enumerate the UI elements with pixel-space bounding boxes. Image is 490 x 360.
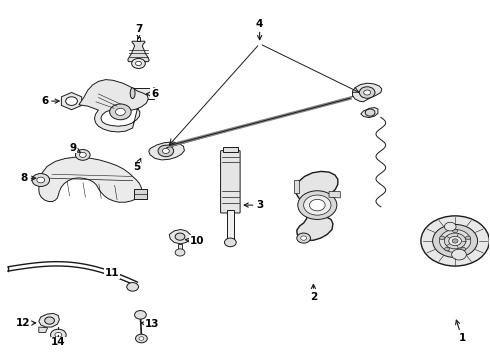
- Circle shape: [452, 249, 466, 260]
- Circle shape: [297, 233, 311, 243]
- Circle shape: [66, 97, 77, 105]
- Polygon shape: [134, 189, 147, 199]
- Text: 3: 3: [244, 200, 263, 210]
- Circle shape: [136, 334, 147, 343]
- Circle shape: [449, 236, 462, 246]
- Ellipse shape: [130, 88, 135, 99]
- Circle shape: [310, 199, 325, 211]
- Polygon shape: [133, 88, 154, 99]
- Circle shape: [444, 222, 456, 231]
- Circle shape: [224, 238, 236, 247]
- Polygon shape: [329, 192, 340, 198]
- Circle shape: [466, 236, 470, 240]
- Circle shape: [37, 177, 45, 183]
- Circle shape: [135, 311, 147, 319]
- Circle shape: [364, 90, 370, 95]
- Circle shape: [45, 317, 54, 324]
- Circle shape: [301, 236, 307, 240]
- Polygon shape: [223, 147, 238, 152]
- Text: 14: 14: [51, 336, 66, 347]
- Text: 9: 9: [70, 143, 80, 153]
- Circle shape: [444, 247, 449, 251]
- Circle shape: [440, 236, 444, 240]
- Circle shape: [110, 104, 131, 120]
- Polygon shape: [294, 180, 299, 193]
- Polygon shape: [61, 93, 82, 110]
- Circle shape: [127, 283, 139, 291]
- Text: 6: 6: [147, 89, 158, 99]
- Circle shape: [50, 329, 66, 341]
- Polygon shape: [39, 157, 142, 202]
- Polygon shape: [149, 142, 184, 160]
- Text: 11: 11: [105, 268, 120, 278]
- Polygon shape: [128, 41, 149, 62]
- Circle shape: [461, 247, 465, 251]
- FancyBboxPatch shape: [220, 150, 240, 213]
- Circle shape: [421, 216, 490, 266]
- Circle shape: [79, 152, 86, 157]
- Polygon shape: [39, 314, 59, 327]
- Circle shape: [304, 195, 331, 215]
- Circle shape: [359, 87, 375, 98]
- Circle shape: [444, 233, 466, 249]
- Text: 10: 10: [186, 236, 204, 246]
- Circle shape: [453, 229, 458, 233]
- Circle shape: [365, 109, 375, 116]
- Circle shape: [175, 233, 185, 240]
- Polygon shape: [79, 80, 148, 132]
- Text: 5: 5: [133, 158, 141, 172]
- Circle shape: [136, 61, 142, 66]
- Polygon shape: [352, 83, 382, 102]
- Text: 13: 13: [141, 319, 159, 329]
- Circle shape: [158, 145, 173, 157]
- Text: 7: 7: [135, 24, 142, 38]
- Ellipse shape: [152, 88, 157, 99]
- Text: 6: 6: [41, 96, 59, 106]
- Circle shape: [55, 332, 62, 337]
- Polygon shape: [39, 327, 48, 332]
- Circle shape: [132, 58, 146, 68]
- Circle shape: [116, 108, 125, 116]
- Circle shape: [75, 149, 90, 160]
- Polygon shape: [169, 229, 190, 244]
- Circle shape: [433, 225, 478, 257]
- Polygon shape: [361, 108, 378, 118]
- Polygon shape: [137, 37, 141, 41]
- Text: 2: 2: [310, 284, 317, 302]
- Polygon shape: [296, 171, 338, 240]
- Circle shape: [175, 249, 185, 256]
- Text: 1: 1: [456, 320, 466, 343]
- Circle shape: [440, 229, 471, 252]
- Circle shape: [162, 148, 169, 153]
- Text: 4: 4: [256, 19, 263, 40]
- Circle shape: [452, 239, 458, 243]
- Text: 12: 12: [15, 319, 36, 328]
- Polygon shape: [177, 244, 182, 251]
- Polygon shape: [227, 211, 234, 241]
- Circle shape: [32, 174, 49, 186]
- Circle shape: [139, 337, 144, 340]
- Text: 8: 8: [21, 173, 36, 183]
- Circle shape: [298, 191, 337, 220]
